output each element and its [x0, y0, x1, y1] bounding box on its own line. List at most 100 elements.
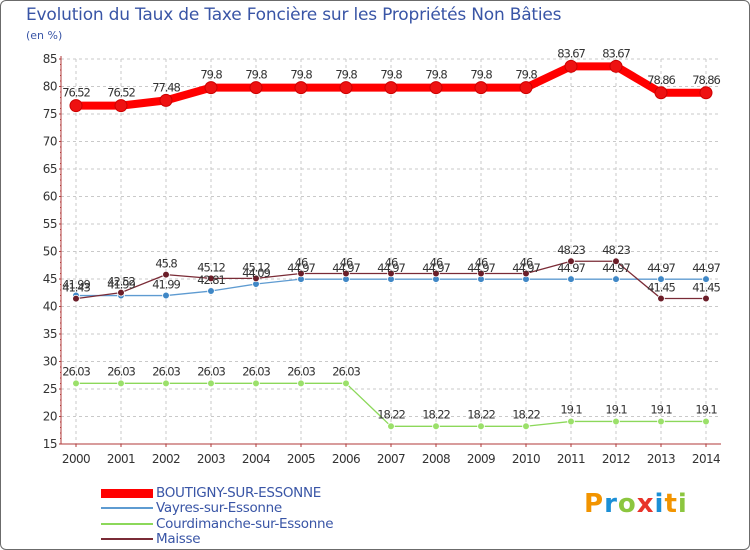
series-point-2 — [297, 379, 305, 388]
data-label-1: 41.99 — [152, 278, 180, 292]
data-label-1: 44.97 — [332, 261, 360, 275]
data-label-3: 46 — [520, 256, 533, 270]
legend-label-3: Maisse — [156, 531, 201, 547]
y-tick-label: 65 — [43, 162, 57, 176]
series-point-0 — [69, 99, 83, 113]
data-label-3: 46 — [340, 256, 353, 270]
series-point-1 — [207, 287, 215, 295]
x-tick-label: 2012 — [602, 452, 630, 466]
data-label-2: 19.1 — [560, 402, 582, 416]
data-label-0: 79.8 — [425, 68, 447, 82]
data-label-3: 48.23 — [557, 243, 585, 257]
legend-swatch-3 — [101, 538, 153, 540]
series-point-0 — [699, 86, 713, 100]
data-label-0: 79.8 — [200, 68, 222, 82]
data-label-1: 41.99 — [107, 278, 135, 292]
data-label-2: 19.1 — [605, 402, 627, 416]
data-label-0: 78.86 — [647, 73, 675, 87]
series-point-2 — [522, 422, 530, 431]
data-label-2: 26.03 — [62, 364, 90, 378]
series-point-0 — [204, 81, 218, 95]
data-label-3: 42.52 — [107, 275, 135, 289]
series-point-2 — [342, 379, 350, 388]
series-point-3 — [297, 269, 305, 278]
x-tick-label: 2005 — [287, 452, 315, 466]
data-label-0: 79.8 — [515, 68, 537, 82]
data-label-2: 26.03 — [242, 364, 270, 378]
data-label-2: 18.22 — [377, 407, 405, 421]
series-point-3 — [432, 269, 440, 278]
series-point-3 — [702, 294, 710, 303]
series-point-3 — [342, 269, 350, 278]
data-label-3: 48.23 — [602, 243, 630, 257]
series-point-0 — [654, 86, 668, 100]
data-label-2: 26.03 — [197, 364, 225, 378]
y-tick-label: 50 — [43, 245, 57, 259]
series-point-2 — [477, 422, 485, 431]
data-label-0: 76.52 — [62, 86, 90, 100]
y-tick-label: 85 — [43, 52, 57, 66]
data-label-1: 44.97 — [422, 261, 450, 275]
series-point-3 — [657, 294, 665, 303]
series-point-2 — [612, 417, 620, 426]
data-label-2: 18.22 — [512, 407, 540, 421]
y-tick-label: 25 — [43, 382, 57, 396]
series-point-0 — [519, 81, 533, 95]
data-label-0: 83.67 — [602, 46, 630, 60]
legend-label-1: Vayres-sur-Essonne — [156, 500, 282, 516]
legend-item-3: Maisse — [101, 531, 201, 547]
data-label-2: 26.03 — [152, 364, 180, 378]
x-tick-label: 2007 — [377, 452, 405, 466]
data-label-3: 45.12 — [242, 260, 270, 274]
legend-swatch-0 — [101, 488, 153, 498]
series-layer — [69, 59, 713, 431]
y-tick-label: 70 — [43, 135, 57, 149]
series-point-3 — [477, 269, 485, 278]
series-point-3 — [567, 257, 575, 266]
series-point-1 — [657, 275, 665, 283]
data-label-0: 78.86 — [692, 73, 720, 87]
proxiti-logo: Proxiti — [584, 489, 688, 519]
series-point-0 — [294, 81, 308, 95]
y-tick-label: 45 — [43, 272, 57, 286]
series-point-3 — [72, 294, 80, 303]
x-tick-label: 2002 — [152, 452, 180, 466]
data-label-3: 46 — [475, 256, 488, 270]
data-label-3: 45.12 — [197, 260, 225, 274]
legend-label-2: Courdimanche-sur-Essonne — [156, 516, 334, 532]
series-point-1 — [612, 275, 620, 283]
data-label-2: 26.03 — [107, 364, 135, 378]
series-point-0 — [564, 59, 578, 73]
series-point-1 — [162, 291, 170, 300]
axes: 15 20 25 30 35 40 45 50 55 60 65 70 75 80 85 2000 2001 20… — [43, 52, 721, 466]
series-point-2 — [162, 379, 170, 388]
y-tick-label: 60 — [43, 190, 57, 204]
y-tick-label: 80 — [43, 80, 57, 94]
data-label-0: 83.67 — [557, 46, 585, 60]
y-tick-label: 55 — [43, 217, 57, 231]
x-tick-label: 2000 — [62, 452, 90, 466]
series-point-3 — [522, 269, 530, 278]
legend-swatch-2 — [101, 523, 153, 525]
data-label-1: 42.81 — [197, 273, 225, 287]
series-point-1 — [567, 275, 575, 283]
logo-letter: r — [604, 489, 618, 519]
x-tick-label: 2013 — [647, 452, 675, 466]
series-point-2 — [432, 422, 440, 431]
data-label-1: 44.97 — [512, 261, 540, 275]
data-label-3: 41.45 — [692, 281, 720, 295]
series-point-2 — [252, 379, 260, 388]
series-point-1 — [702, 275, 710, 283]
data-label-0: 79.8 — [335, 68, 357, 82]
series-point-0 — [249, 81, 263, 95]
series-point-3 — [207, 274, 215, 283]
data-label-2: 19.1 — [695, 402, 717, 416]
series-point-2 — [657, 417, 665, 426]
data-label-0: 79.8 — [245, 68, 267, 82]
data-label-2: 18.22 — [422, 407, 450, 421]
series-point-2 — [702, 417, 710, 426]
x-tick-label: 2009 — [467, 452, 495, 466]
data-label-1: 44.97 — [287, 261, 315, 275]
data-label-1: 44.97 — [647, 261, 675, 275]
